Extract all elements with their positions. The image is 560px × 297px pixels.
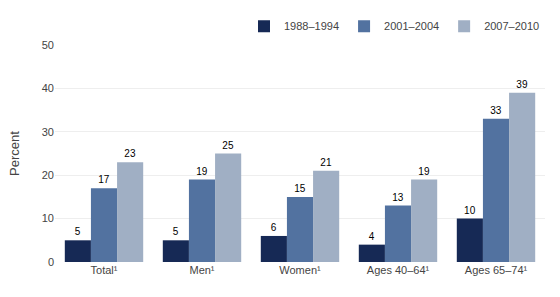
svg-text:30: 30 <box>42 126 54 138</box>
svg-text:2001–2004: 2001–2004 <box>384 20 439 32</box>
svg-text:21: 21 <box>320 157 332 168</box>
svg-text:19: 19 <box>418 166 430 177</box>
svg-text:Ages 40–64¹: Ages 40–64¹ <box>367 264 430 276</box>
svg-text:0: 0 <box>48 256 54 268</box>
svg-text:10: 10 <box>42 212 54 224</box>
svg-text:Total¹: Total¹ <box>91 264 118 276</box>
svg-text:Percent: Percent <box>7 131 22 176</box>
svg-text:5: 5 <box>173 226 179 237</box>
svg-text:Men¹: Men¹ <box>189 264 214 276</box>
svg-text:23: 23 <box>124 148 136 159</box>
svg-text:39: 39 <box>516 79 528 90</box>
svg-text:40: 40 <box>42 82 54 94</box>
svg-text:5: 5 <box>75 226 81 237</box>
svg-text:10: 10 <box>464 205 476 216</box>
svg-text:Ages 65–74¹: Ages 65–74¹ <box>465 264 528 276</box>
svg-text:15: 15 <box>294 183 306 194</box>
svg-text:1988–1994: 1988–1994 <box>284 20 339 32</box>
svg-text:17: 17 <box>98 174 110 185</box>
svg-text:20: 20 <box>42 169 54 181</box>
svg-text:33: 33 <box>490 105 502 116</box>
svg-text:2007–2010: 2007–2010 <box>484 20 539 32</box>
svg-text:13: 13 <box>392 192 404 203</box>
svg-text:6: 6 <box>271 222 277 233</box>
svg-text:4: 4 <box>369 231 375 242</box>
svg-text:19: 19 <box>196 166 208 177</box>
svg-text:25: 25 <box>222 140 234 151</box>
svg-text:Women¹: Women¹ <box>279 264 321 276</box>
svg-text:50: 50 <box>42 39 54 51</box>
